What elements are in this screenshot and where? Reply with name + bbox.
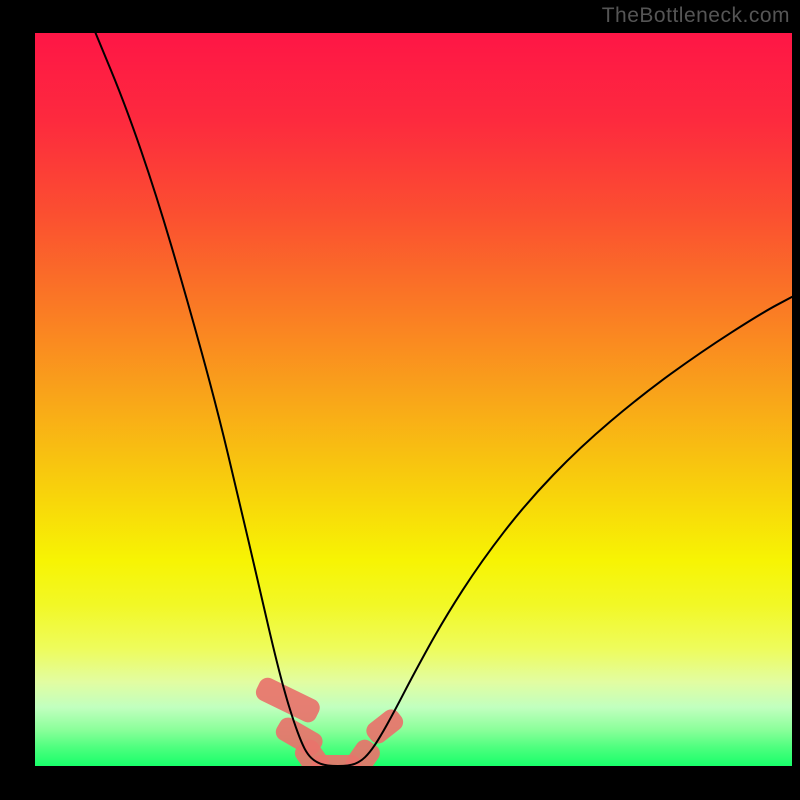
watermark-text: TheBottleneck.com [602, 4, 790, 28]
plot-background [35, 33, 792, 766]
